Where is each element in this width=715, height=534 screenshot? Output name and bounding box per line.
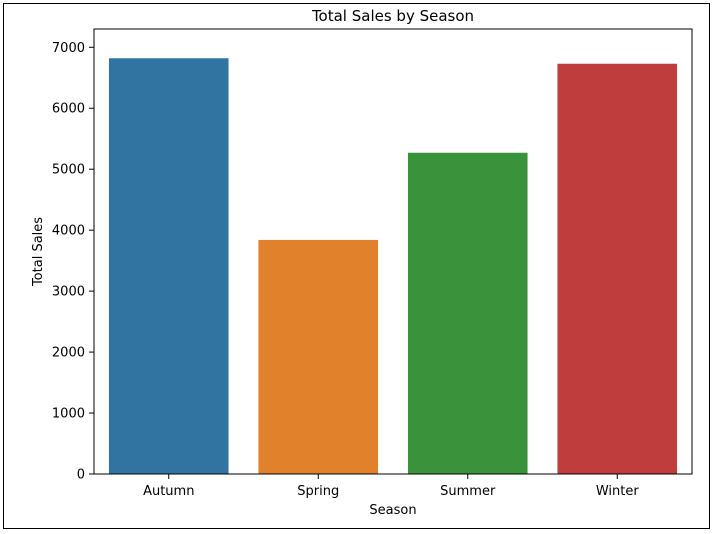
x-tick-label: Spring	[297, 484, 339, 499]
bars-group	[108, 58, 678, 474]
bar-summer	[407, 152, 528, 474]
chart-title: Total Sales by Season	[311, 7, 474, 25]
bar-winter	[557, 63, 678, 474]
y-tick-label: 5000	[52, 163, 85, 178]
y-tick-label: 0	[77, 468, 85, 483]
y-tick-label: 2000	[52, 346, 85, 361]
bar-autumn	[108, 58, 229, 474]
y-tick-label: 7000	[52, 41, 85, 56]
y-tick-label: 1000	[52, 407, 85, 422]
bar-spring	[258, 239, 379, 474]
plot-area	[93, 28, 693, 475]
y-axis: 0 1000 2000 3000 4000 5000 6000 7000	[52, 41, 94, 483]
y-tick-label: 3000	[52, 285, 85, 300]
x-tick-label: Winter	[596, 484, 640, 499]
x-tick-label: Autumn	[143, 484, 194, 499]
x-axis: Autumn Spring Summer Winter	[143, 474, 639, 499]
y-tick-label: 6000	[52, 102, 85, 117]
y-axis-label: Total Sales	[31, 217, 46, 287]
x-tick-label: Summer	[440, 484, 496, 499]
x-axis-label: Season	[369, 503, 416, 518]
y-tick-label: 4000	[52, 224, 85, 239]
